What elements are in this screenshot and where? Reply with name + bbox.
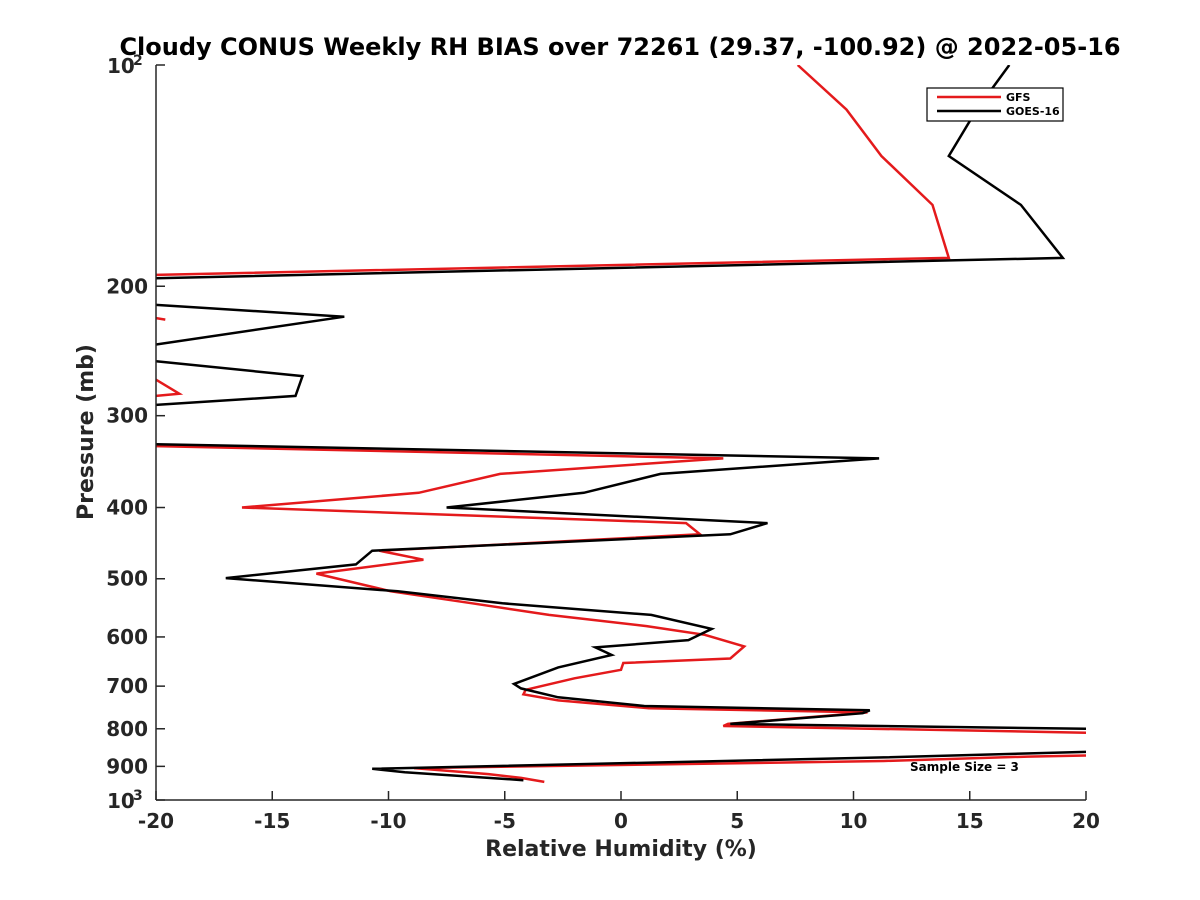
series-goes16-segment-1 — [156, 303, 345, 346]
series-gfs-segment-2 — [156, 378, 184, 398]
series-goes16-segment-2 — [156, 360, 305, 407]
legend-entry-gfs: GFS — [1006, 91, 1031, 104]
y-tick-label: 900 — [106, 754, 148, 778]
series-gfs-segment-0 — [156, 65, 951, 277]
plot-area — [156, 65, 1086, 800]
y-tick-label: 700 — [106, 674, 148, 698]
y-tick-label: 400 — [106, 496, 148, 520]
x-tick-label: -15 — [254, 809, 290, 833]
legend-entry-goes16: GOES-16 — [1006, 105, 1060, 118]
x-tick-label: -20 — [138, 809, 174, 833]
series-layer — [156, 65, 1086, 784]
y-tick-label: 800 — [106, 717, 148, 741]
x-tick-label: 15 — [956, 809, 984, 833]
sample-size-annotation: Sample Size = 3 — [910, 760, 1019, 774]
y-tick-exponent: 3 — [133, 788, 143, 804]
x-axis-label: Relative Humidity (%) — [485, 837, 757, 862]
y-tick-label: 10 — [107, 54, 135, 78]
y-tick-label: 10 — [107, 789, 135, 813]
y-tick-exponent: 2 — [133, 53, 143, 69]
x-tick-label: 10 — [840, 809, 868, 833]
chart-title: Cloudy CONUS Weekly RH BIAS over 72261 (… — [119, 33, 1120, 61]
y-tick-label: 200 — [106, 274, 148, 298]
x-axis-ticks: -20 -15 -10 -5 0 5 10 15 20 — [138, 791, 1100, 833]
legend: GFS GOES-16 — [926, 87, 1064, 122]
x-tick-label: 5 — [730, 809, 744, 833]
series-gfs-segment-3 — [156, 444, 1086, 734]
x-tick-label: 20 — [1072, 809, 1100, 833]
x-tick-label: -10 — [370, 809, 406, 833]
y-axis-label: Pressure (mb) — [74, 344, 99, 520]
x-tick-label: -5 — [494, 809, 516, 833]
series-goes16-segment-3 — [156, 442, 1086, 731]
x-tick-label: 0 — [614, 809, 628, 833]
legend-box — [926, 87, 1064, 122]
series-gfs-segment-1 — [156, 316, 166, 321]
y-tick-label: 600 — [106, 625, 148, 649]
y-tick-label: 500 — [106, 567, 148, 591]
y-tick-label: 300 — [106, 404, 148, 428]
series-goes16-segment-4 — [372, 750, 1086, 782]
